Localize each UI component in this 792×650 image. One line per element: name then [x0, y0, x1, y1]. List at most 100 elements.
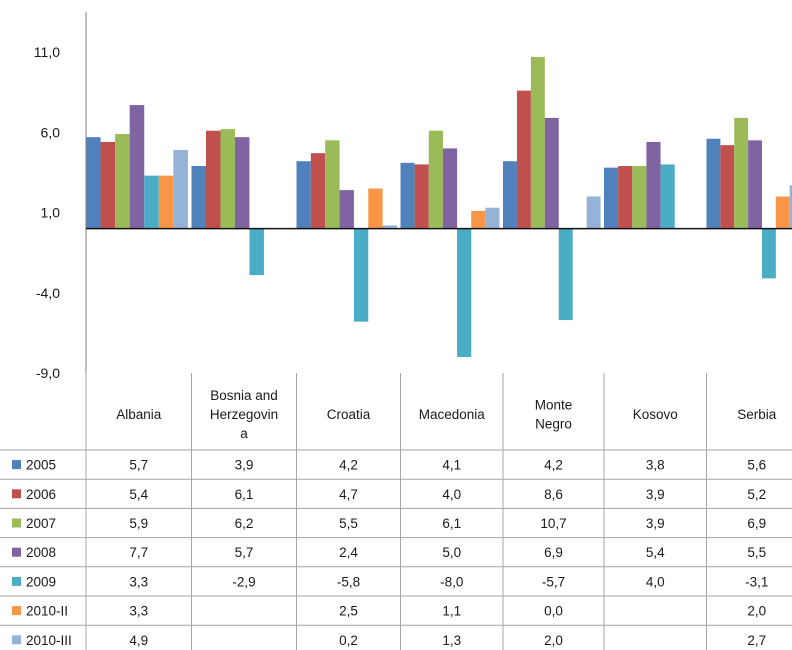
data-label-2006-serbia: 5,2: [747, 487, 766, 502]
bar-2007-bosnia-and-herzegovina: [220, 129, 235, 229]
bar-2005-serbia: [706, 138, 721, 229]
bar-2005-macedonia: [400, 162, 415, 229]
y-tick-label: 1,0: [41, 205, 61, 221]
bar-2010-ii-macedonia: [471, 210, 486, 229]
bar-2010-iii-macedonia: [485, 207, 500, 229]
legend-label-2007: 2007: [26, 516, 56, 531]
data-label-2009-serbia: -3,1: [745, 574, 768, 589]
bar-2010-ii-serbia: [775, 196, 790, 229]
bar-2007-albania: [115, 133, 130, 229]
legend-label-2009: 2009: [26, 574, 56, 589]
bar-2010-iii-monte-negro: [586, 196, 601, 229]
category-label-serbia: Serbia: [737, 407, 777, 422]
legend-swatch-2010-iii: [12, 635, 21, 645]
data-label-2006-albania: 5,4: [129, 487, 148, 502]
bar-2007-kosovo: [632, 166, 647, 229]
bar-2006-macedonia: [414, 164, 429, 229]
table-row-2010-iii: 2010-III 4,9 0,2 1,3 2,0 2,7: [12, 633, 766, 648]
data-label-2005-bosnia-and-herzegovina: 3,9: [235, 458, 254, 473]
y-tick-label: 6,0: [41, 124, 61, 140]
table-row-2009: 2009 3,3 -2,9 -5,8 -8,0 -5,7 4,0 -3,1: [12, 574, 768, 589]
table-row-2006: 2006 5,4 6,1 4,7 4,0 8,6 3,9 5,2: [12, 487, 766, 502]
data-label-2006-croatia: 4,7: [339, 487, 358, 502]
legend-swatch-2007: [12, 518, 21, 528]
bar-2010-ii-croatia: [368, 188, 383, 229]
series-2009: [144, 164, 776, 357]
bar-2007-croatia: [325, 140, 340, 229]
bar-2005-monte-negro: [503, 161, 517, 229]
data-label-2010-iii-monte-negro: 2,0: [544, 633, 563, 648]
data-label-2009-monte-negro: -5,7: [542, 574, 565, 589]
legend-label-2010-ii: 2010-II: [26, 604, 68, 619]
table-row-2005: 2005 5,7 3,9 4,2 4,1 4,2 3,8 5,6: [12, 458, 766, 473]
legend-swatch-2010-ii: [12, 606, 21, 616]
data-label-2007-albania: 5,9: [129, 516, 148, 531]
bar-2008-bosnia-and-herzegovina: [234, 137, 250, 229]
legend-label-2006: 2006: [26, 487, 56, 502]
data-label-2009-albania: 3,3: [129, 574, 148, 589]
bar-2007-monte-negro: [530, 56, 545, 229]
legend-label-2008: 2008: [26, 545, 56, 560]
bar-2008-serbia: [748, 140, 762, 229]
series-2005: [86, 137, 721, 229]
data-label-2009-kosovo: 4,0: [646, 574, 665, 589]
bar-2008-croatia: [339, 190, 354, 229]
bar-2005-bosnia-and-herzegovina: [191, 166, 206, 229]
data-label-2010-ii-albania: 3,3: [129, 604, 148, 619]
data-label-2010-ii-monte-negro: 0,0: [544, 604, 563, 619]
data-label-2010-iii-macedonia: 1,3: [442, 633, 461, 648]
data-table-grid: [0, 373, 792, 650]
bar-2009-monte-negro: [558, 228, 573, 321]
series-2008: [129, 105, 762, 229]
data-label-2005-kosovo: 3,8: [646, 458, 665, 473]
data-label-2007-croatia: 5,5: [339, 516, 358, 531]
data-label-2006-bosnia-and-herzegovina: 6,1: [235, 487, 254, 502]
data-label-2006-macedonia: 4,0: [442, 487, 461, 502]
series-2006: [100, 90, 735, 229]
legend-label-2005: 2005: [26, 458, 56, 473]
data-label-2010-ii-serbia: 2,0: [747, 604, 766, 619]
bar-2006-serbia: [720, 145, 735, 229]
bar-2006-albania: [100, 141, 116, 229]
bar-2006-croatia: [310, 153, 326, 229]
data-label-2010-ii-croatia: 2,5: [339, 604, 358, 619]
series-2010-ii: [158, 175, 790, 230]
bar-2008-monte-negro: [544, 117, 559, 229]
bar-2008-albania: [129, 105, 145, 229]
bar-2006-monte-negro: [516, 90, 531, 229]
legend-swatch-2008: [12, 547, 21, 557]
table-row-2010-ii: 2010-II 3,3 2,5 1,1 0,0 2,0: [12, 604, 766, 619]
data-label-2005-serbia: 5,6: [747, 458, 766, 473]
data-label-2010-iii-croatia: 0,2: [339, 633, 358, 648]
legend-swatch-2009: [12, 576, 21, 586]
data-label-2006-kosovo: 3,9: [646, 487, 665, 502]
data-label-2010-ii-macedonia: 1,1: [442, 604, 461, 619]
category-label-bosnia-and-herzegovina: Bosnia and Herzegovin a: [210, 388, 278, 441]
category-label-macedonia: Macedonia: [419, 407, 486, 422]
bar-2010-iii-albania: [173, 149, 188, 229]
bar-2005-kosovo: [604, 167, 619, 229]
bar-2009-albania: [144, 175, 159, 229]
data-label-2008-croatia: 2,4: [339, 545, 358, 560]
data-label-2010-iii-albania: 4,9: [129, 633, 148, 648]
data-label-2007-serbia: 6,9: [747, 516, 766, 531]
data-label-2008-albania: 7,7: [129, 545, 148, 560]
data-label-2006-monte-negro: 8,6: [544, 487, 563, 502]
data-label-2005-croatia: 4,2: [339, 458, 358, 473]
bar-2010-iii-croatia: [382, 225, 397, 229]
bar-2009-croatia: [353, 228, 369, 322]
legend-swatch-2006: [12, 489, 21, 499]
data-label-2008-serbia: 5,5: [747, 545, 766, 560]
data-label-2008-kosovo: 5,4: [646, 545, 665, 560]
legend-swatch-2005: [12, 460, 21, 470]
y-tick-label: -9,0: [36, 365, 60, 381]
category-label-monte-negro: Monte Negro: [535, 398, 573, 432]
bar-2009-macedonia: [457, 228, 472, 357]
bar-2009-kosovo: [660, 164, 675, 229]
data-table: 2005 5,7 3,9 4,2 4,1 4,2 3,8 5,6 2006 5,4 6,1 4,7 4,…: [12, 458, 768, 648]
legend-label-2010-iii: 2010-III: [26, 633, 72, 648]
y-tick-label: -4,0: [36, 285, 60, 301]
data-label-2010-iii-serbia: 2,7: [747, 633, 766, 648]
data-label-2008-macedonia: 5,0: [442, 545, 461, 560]
table-row-2007: 2007 5,9 6,2 5,5 6,1 10,7 3,9 6,9: [12, 516, 766, 531]
